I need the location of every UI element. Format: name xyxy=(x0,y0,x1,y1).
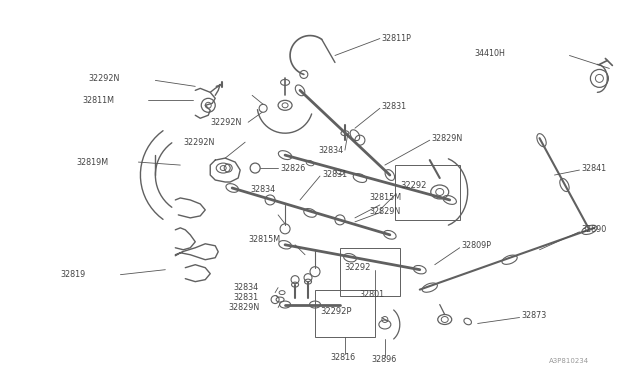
Text: 32801: 32801 xyxy=(360,290,385,299)
Text: 32831: 32831 xyxy=(382,102,407,111)
Text: 32292N: 32292N xyxy=(210,118,242,127)
Bar xyxy=(340,248,400,296)
Text: 32831: 32831 xyxy=(322,170,347,179)
Bar xyxy=(395,165,460,220)
Text: 32809P: 32809P xyxy=(461,241,492,250)
Text: 32831: 32831 xyxy=(233,293,259,302)
Text: 32829N: 32829N xyxy=(370,208,401,217)
Text: 32816: 32816 xyxy=(330,353,355,362)
Text: 32811P: 32811P xyxy=(382,34,412,43)
Text: 32834: 32834 xyxy=(250,186,275,195)
Text: 32834: 32834 xyxy=(318,145,343,155)
Text: 32815M: 32815M xyxy=(370,193,402,202)
Text: 32829N: 32829N xyxy=(432,134,463,143)
Text: A3P810234: A3P810234 xyxy=(549,358,589,364)
Text: 32292P: 32292P xyxy=(320,307,351,316)
Text: 32834: 32834 xyxy=(233,283,259,292)
Text: 32819M: 32819M xyxy=(77,158,109,167)
Text: 32873: 32873 xyxy=(522,311,547,320)
Text: 32292: 32292 xyxy=(400,180,426,189)
Text: 32292N: 32292N xyxy=(183,138,214,147)
Text: 32826: 32826 xyxy=(280,164,305,173)
Text: 32815M: 32815M xyxy=(248,235,280,244)
Bar xyxy=(315,290,375,337)
Text: 32811M: 32811M xyxy=(83,96,115,105)
Text: 34410H: 34410H xyxy=(475,49,506,58)
Text: 32890: 32890 xyxy=(581,225,607,234)
Text: 32292N: 32292N xyxy=(88,74,120,83)
Text: 32829N: 32829N xyxy=(228,303,259,312)
Text: 32841: 32841 xyxy=(581,164,607,173)
Text: 32896: 32896 xyxy=(372,355,397,364)
Text: 32819: 32819 xyxy=(61,270,86,279)
Text: 32292: 32292 xyxy=(344,263,371,272)
